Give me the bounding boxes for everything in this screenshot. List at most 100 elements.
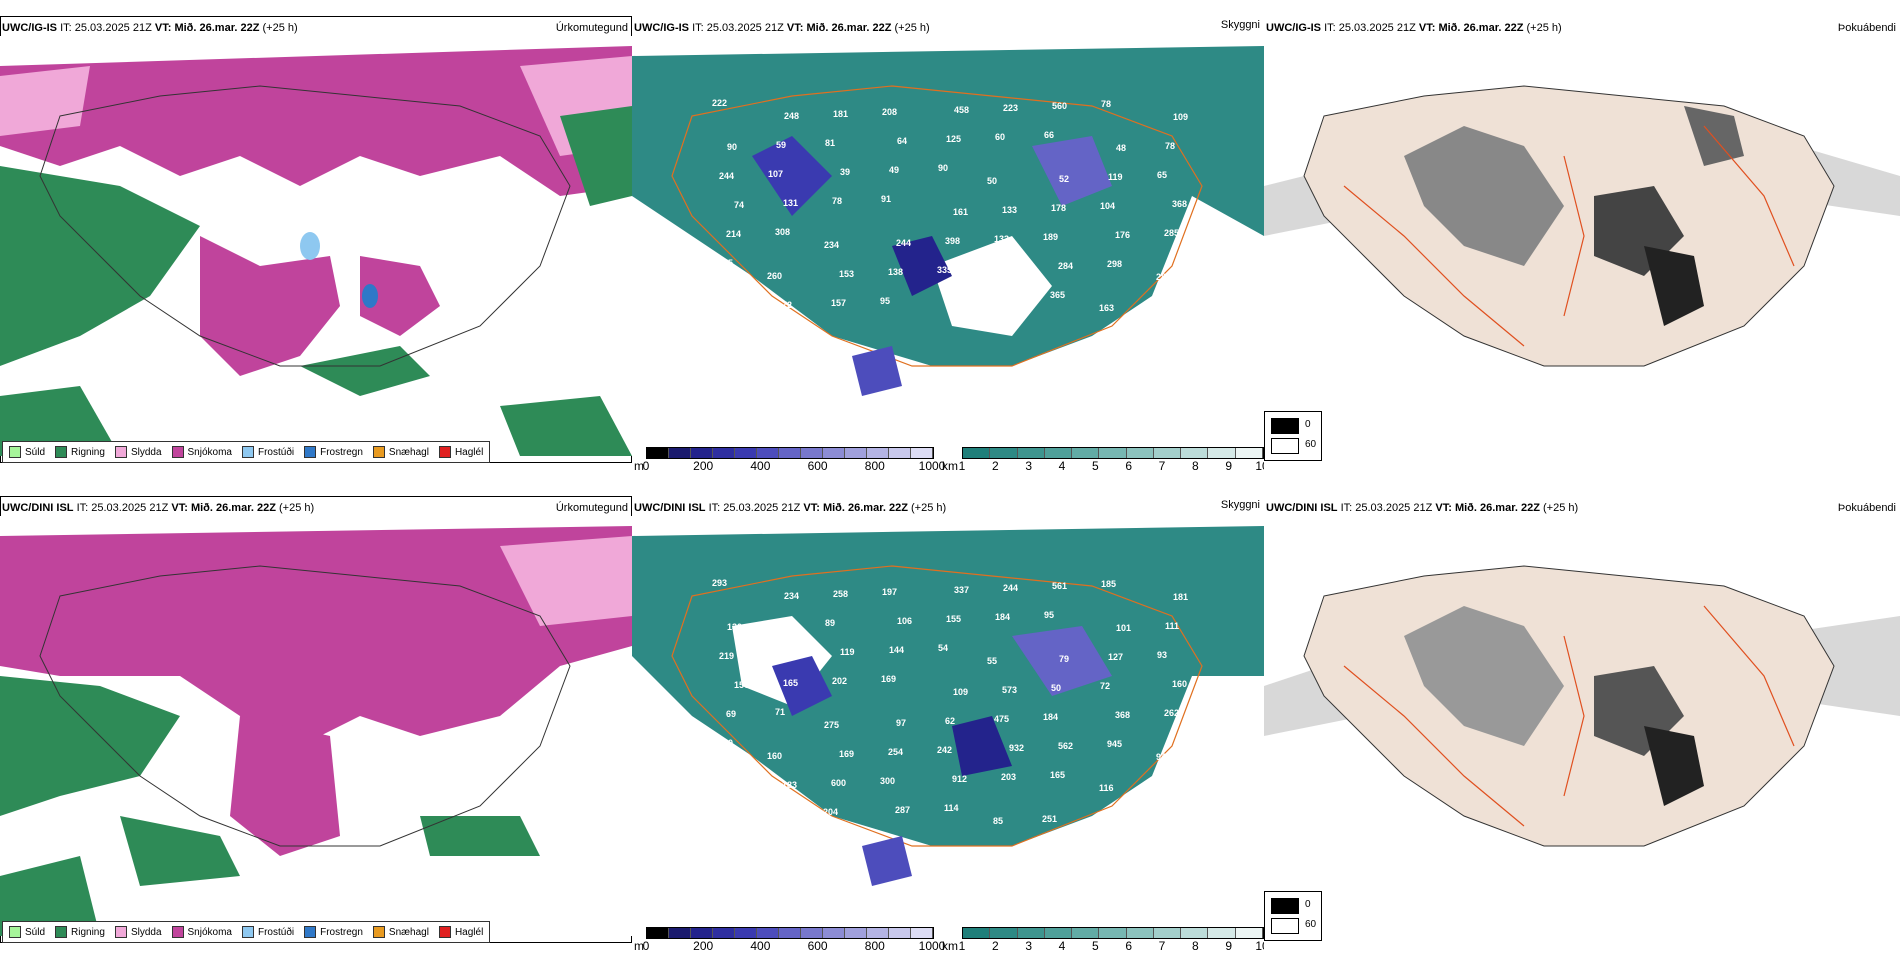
fog-swatch-0 — [1271, 898, 1299, 914]
colorbar-segment — [713, 448, 735, 458]
fog-map — [1264, 516, 1900, 936]
colorbar-segment — [1099, 928, 1127, 938]
it-label: IT: — [76, 502, 89, 514]
peak-elevation-label: 335 — [937, 265, 952, 275]
legend-swatch — [171, 446, 184, 458]
colorbar-segment — [1017, 448, 1045, 458]
colorbar-tick-label: 10 — [1255, 459, 1264, 473]
peak-elevation-label: 122 — [733, 302, 748, 312]
peak-elevation-label: 39 — [840, 167, 850, 177]
elevation-unit: m — [634, 939, 644, 953]
legend-item: Frostregn — [304, 926, 363, 938]
elevation-unit: m — [634, 459, 644, 473]
lead-time: (+25 h) — [911, 502, 947, 514]
peak-elevation-label: 52 — [1059, 174, 1069, 184]
colorbar-tick-label: 200 — [693, 459, 714, 473]
it-value: 25.03.2025 21Z — [74, 22, 152, 34]
colorbar-segment — [911, 448, 933, 458]
peak-elevation-label: 298 — [1107, 259, 1122, 269]
colorbar-segment — [669, 448, 691, 458]
legend-swatch — [171, 926, 184, 938]
model-name: UWC/DINI ISL — [634, 502, 706, 514]
panel-header: UWC/IG-IS IT: 25.03.2025 21Z VT: Mið. 26… — [2, 20, 628, 36]
vt-label: VT: — [1418, 22, 1436, 34]
colorbar-segment — [990, 448, 1018, 458]
peak-elevation-label: 234 — [824, 240, 839, 250]
peak-elevation-label: 66 — [1044, 130, 1054, 140]
colorbar-segment — [911, 928, 933, 938]
peak-elevation-label: 163 — [1099, 303, 1114, 313]
it-label: IT: — [1340, 502, 1353, 514]
fog-panel: UWC/DINI ISL IT: 25.03.2025 21Z VT: Mið.… — [1264, 480, 1900, 955]
vt-label: VT: — [171, 502, 188, 514]
peak-elevation-label: 573 — [1002, 685, 1017, 695]
peak-elevation-label: 197 — [882, 587, 897, 597]
colorbar-segment — [735, 448, 757, 458]
legend-swatch — [55, 926, 68, 938]
legend-label: Snæhagl — [388, 446, 429, 458]
legend-label: Frostúði — [257, 446, 295, 458]
peak-elevation-label: 308 — [775, 227, 790, 237]
colorbar-segment — [647, 928, 669, 938]
legend-label: Frostregn — [320, 926, 363, 938]
colorbar-tick-label: 10 — [1255, 939, 1264, 953]
visibility-map: 293 234 258 197 337 244 561 185 181 130 102 89 106 15… — [632, 516, 1264, 936]
colorbar-segment — [1099, 448, 1127, 458]
legend-item: Frostúði — [241, 446, 295, 458]
legend-label: Slydda — [130, 926, 162, 938]
legend-swatch — [438, 926, 451, 938]
peak-elevation-label: 945 — [1107, 739, 1122, 749]
colorbar-segment — [823, 928, 845, 938]
panel-header: UWC/IG-IS IT: 25.03.2025 21Z VT: Mið. 26… — [634, 19, 1260, 36]
peak-elevation-label: 112 — [952, 294, 967, 304]
visibility-panel: UWC/DINI ISL IT: 25.03.2025 21Z VT: Mið.… — [632, 480, 1264, 955]
colorbar-segment — [867, 448, 889, 458]
colorbar-segment — [963, 928, 991, 938]
legend-item: Slydda — [114, 446, 162, 458]
precip-type-panel: UWC/IG-IS IT: 25.03.2025 21Z VT: Mið. 26… — [0, 0, 632, 475]
lead-time: (+25 h) — [262, 22, 298, 34]
legend-swatch — [9, 926, 21, 938]
colorbar-tick-label: 0 — [642, 939, 650, 953]
peak-elevation-label: 81 — [825, 138, 835, 148]
peak-elevation-label: 119 — [1108, 172, 1123, 182]
elevation-colorbar-scale — [646, 447, 934, 459]
peak-elevation-label: 912 — [952, 774, 967, 784]
legend-label: Haglél — [454, 926, 484, 938]
colorbar-tick-label: 800 — [864, 459, 885, 473]
peak-elevation-label: 109 — [953, 687, 968, 697]
peak-elevation-label: 244 — [896, 238, 911, 248]
peak-elevation-label: 88 — [768, 649, 778, 659]
panel-header: UWC/IG-IS IT: 25.03.2025 21Z VT: Mið. 26… — [1266, 20, 1896, 36]
peak-elevation-label: 248 — [784, 111, 799, 121]
visibility-colorbar-scale — [962, 447, 1264, 459]
peak-elevation-label: 93 — [1157, 650, 1167, 660]
colorbar-segment — [823, 448, 845, 458]
legend-swatch — [55, 446, 68, 458]
it-value: 25.03.2025 21Z — [91, 502, 169, 514]
colorbar-tick-label: 2 — [991, 939, 999, 953]
colorbar-segment — [990, 928, 1018, 938]
elevation-colorbar: m 0 200 400 600 800 1000 — [634, 445, 945, 473]
peak-elevation-label: 185 — [1101, 579, 1116, 589]
peak-elevation-label: 287 — [895, 805, 910, 815]
peak-elevation-label: 293 — [712, 578, 727, 588]
peak-elevation-label: 79 — [1059, 654, 1069, 664]
colorbar-segment — [669, 928, 691, 938]
peak-elevation-label: 90 — [938, 163, 948, 173]
peak-elevation-label: 114 — [944, 803, 959, 813]
peak-elevation-label: 258 — [833, 589, 848, 599]
colorbar-tick-label: 200 — [693, 939, 714, 953]
colorbar-tick-label: 1 — [958, 459, 966, 473]
it-value: 25.03.2025 21Z — [706, 22, 784, 34]
peak-elevation-label: 95 — [1044, 610, 1054, 620]
peak-elevation-label: 181 — [1173, 592, 1188, 602]
peak-elevation-label: 189 — [1043, 232, 1058, 242]
lead-time: (+25 h) — [1526, 22, 1562, 34]
peak-elevation-label: 64 — [897, 136, 907, 146]
peak-elevation-label: 203 — [1001, 772, 1016, 782]
peak-elevation-label: 169 — [881, 674, 896, 684]
colorbar-segment — [1235, 928, 1263, 938]
peak-elevation-label: 254 — [888, 747, 903, 757]
visibility-colorbar: km 1 2 3 4 5 6 7 8 9 10 — [942, 925, 1264, 953]
